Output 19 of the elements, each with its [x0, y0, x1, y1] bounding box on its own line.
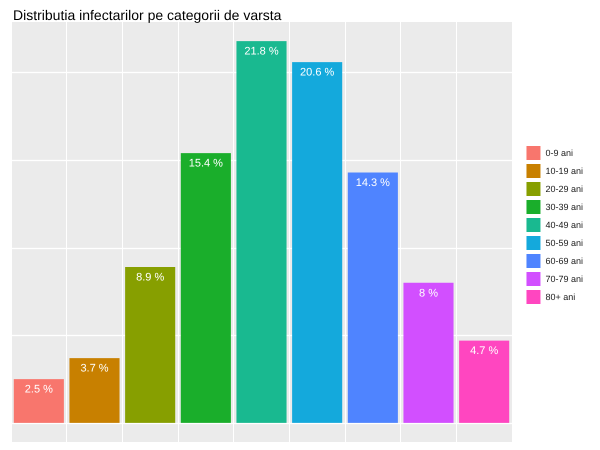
- data-label: 8.9 %: [136, 272, 164, 284]
- data-label: 2.5 %: [24, 384, 54, 396]
- data-label: 21.8 %: [244, 46, 279, 58]
- data-label: 15.4 %: [188, 158, 224, 170]
- data-label: 3.7 %: [80, 362, 109, 375]
- data-label: 8 %: [419, 287, 438, 300]
- legend-label: 40-49 ani: [545, 220, 583, 230]
- legend-label: 30-39 ani: [545, 202, 583, 212]
- data-label: 4.7 %: [470, 345, 498, 358]
- legend-label: 50-59 ani: [545, 238, 583, 248]
- legend-label: 70-79 ani: [545, 274, 583, 284]
- legend-label: 20-29 ani: [545, 184, 583, 194]
- legend-label: 10-19 ani: [545, 166, 583, 176]
- data-label: 14.3 %: [356, 176, 390, 189]
- chart-title: Distributia infectarilor pe categorii de varsta: [13, 7, 282, 23]
- legend-label: 80+ ani: [545, 292, 576, 302]
- legend-label: 60-69 ani: [545, 256, 583, 266]
- legend-label: 0-9 ani: [545, 148, 573, 158]
- data-label: 20.6 %: [300, 66, 335, 79]
